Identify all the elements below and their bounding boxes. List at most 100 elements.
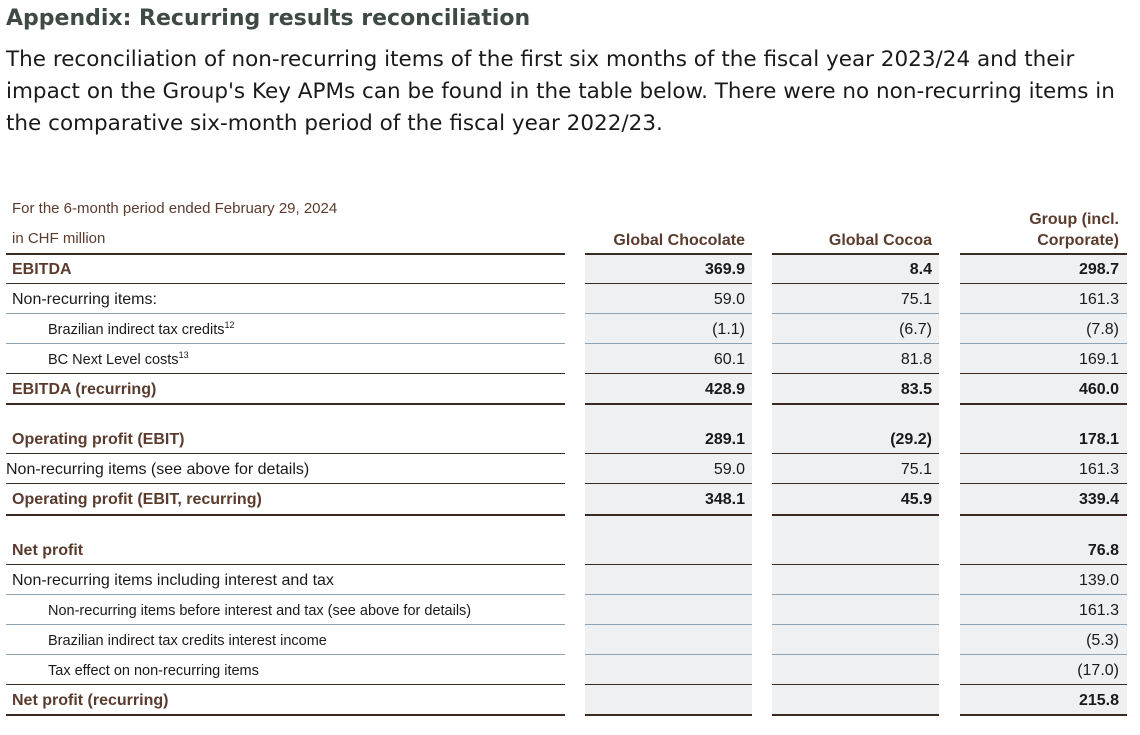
row-divider	[772, 514, 939, 516]
column-header-global-cocoa: Global Cocoa	[828, 232, 932, 249]
row-divider	[960, 624, 1127, 625]
row-divider	[960, 283, 1127, 284]
cell-group: 298.7	[1078, 261, 1119, 278]
table-row: Brazilian indirect tax credits12 (1.1) (…	[0, 314, 1140, 344]
row-label: Net profit	[12, 542, 84, 559]
cell-global-chocolate: 60.1	[713, 351, 745, 368]
cell-group: (17.0)	[1077, 662, 1119, 679]
row-label: Non-recurring items:	[12, 291, 157, 308]
intro-paragraph: The reconciliation of non-recurring item…	[6, 47, 1115, 136]
row-label: Non-recurring items including interest a…	[12, 572, 334, 589]
header-rule	[6, 253, 565, 255]
row-divider	[772, 684, 939, 685]
table-row: Net profit 76.8	[0, 535, 1140, 565]
cell-group: 161.3	[1078, 291, 1119, 308]
row-label: Tax effect on non-recurring items	[48, 663, 259, 679]
cell-group: 460.0	[1078, 381, 1119, 398]
table-period: For the 6-month period ended February 29…	[12, 200, 338, 217]
row-label: Brazilian indirect tax credits12	[48, 320, 235, 338]
cell-global-chocolate: 59.0	[713, 461, 745, 478]
row-divider	[772, 453, 939, 454]
cell-group: 169.1	[1078, 351, 1119, 368]
table-unit: in CHF million	[12, 230, 106, 247]
cell-group: 161.3	[1078, 602, 1119, 619]
row-divider	[6, 654, 565, 655]
cell-group: 178.1	[1078, 431, 1119, 448]
row-divider	[585, 483, 752, 484]
row-divider	[585, 654, 752, 655]
cell-global-chocolate: 59.0	[713, 291, 745, 308]
row-divider	[960, 483, 1127, 484]
row-divider	[960, 403, 1127, 405]
column-header-group-line2: Corporate)	[1037, 232, 1119, 249]
row-label: BC Next Level costs13	[48, 350, 189, 368]
cell-global-cocoa: (6.7)	[899, 321, 932, 338]
row-label: Net profit (recurring)	[12, 692, 169, 709]
row-divider	[960, 373, 1127, 374]
column-shade-global-cocoa	[772, 254, 939, 714]
cell-global-cocoa: 83.5	[900, 381, 932, 398]
row-divider	[960, 343, 1127, 344]
header-rule	[960, 253, 1127, 255]
cell-group: 161.3	[1078, 461, 1119, 478]
column-header-global-chocolate: Global Chocolate	[613, 232, 745, 249]
row-divider	[6, 343, 565, 344]
row-divider	[6, 714, 565, 716]
table-row: Non-recurring items before interest and …	[0, 595, 1140, 625]
column-shade-group	[960, 254, 1127, 714]
row-divider	[772, 564, 939, 565]
row-label: EBITDA	[12, 261, 72, 278]
row-divider	[772, 373, 939, 374]
footnote-marker: 12	[224, 320, 235, 331]
column-shade-global-chocolate	[585, 254, 752, 714]
cell-global-chocolate: 289.1	[704, 431, 745, 448]
row-divider	[585, 594, 752, 595]
row-divider	[960, 654, 1127, 655]
row-divider	[585, 453, 752, 454]
row-divider	[585, 403, 752, 405]
row-divider	[585, 313, 752, 314]
table-row: Tax effect on non-recurring items (17.0)	[0, 655, 1140, 685]
table-row: Operating profit (EBIT, recurring) 348.1…	[0, 484, 1140, 514]
row-divider	[772, 654, 939, 655]
row-divider	[6, 483, 565, 484]
row-label: Operating profit (EBIT, recurring)	[12, 491, 262, 508]
row-divider	[6, 313, 565, 314]
cell-global-cocoa: 45.9	[900, 491, 932, 508]
cell-group: (7.8)	[1086, 321, 1119, 338]
row-divider	[6, 624, 565, 625]
header-rule	[585, 253, 752, 255]
row-divider	[772, 403, 939, 405]
row-divider	[960, 514, 1127, 516]
row-divider	[6, 684, 565, 685]
cell-global-chocolate: (1.1)	[712, 321, 745, 338]
cell-global-cocoa: 75.1	[900, 291, 932, 308]
column-header-group-line1: Group (incl.	[1029, 211, 1119, 228]
row-divider	[585, 714, 752, 716]
cell-group: (5.3)	[1086, 632, 1119, 649]
table-row: Non-recurring items including interest a…	[0, 565, 1140, 595]
row-label: Non-recurring items before interest and …	[48, 603, 472, 619]
row-divider	[960, 714, 1127, 716]
row-divider	[772, 283, 939, 284]
row-divider	[960, 564, 1127, 565]
header-rule	[772, 253, 939, 255]
row-divider	[772, 624, 939, 625]
row-label: EBITDA (recurring)	[12, 381, 157, 398]
row-divider	[772, 714, 939, 716]
row-divider	[6, 564, 565, 565]
row-divider	[585, 564, 752, 565]
row-label: Brazilian indirect tax credits interest …	[48, 633, 327, 649]
table-row: EBITDA 369.9 8.4 298.7	[0, 254, 1140, 284]
row-label: Operating profit (EBIT)	[12, 431, 185, 448]
table-row: Net profit (recurring) 215.8	[0, 685, 1140, 715]
row-divider	[960, 684, 1127, 685]
table-row: EBITDA (recurring) 428.9 83.5 460.0	[0, 374, 1140, 404]
cell-group: 76.8	[1087, 542, 1119, 559]
row-divider	[772, 343, 939, 344]
row-divider	[960, 453, 1127, 454]
table-row: Brazilian indirect tax credits interest …	[0, 625, 1140, 655]
row-divider	[6, 403, 565, 405]
row-divider	[585, 343, 752, 344]
row-divider	[585, 514, 752, 516]
